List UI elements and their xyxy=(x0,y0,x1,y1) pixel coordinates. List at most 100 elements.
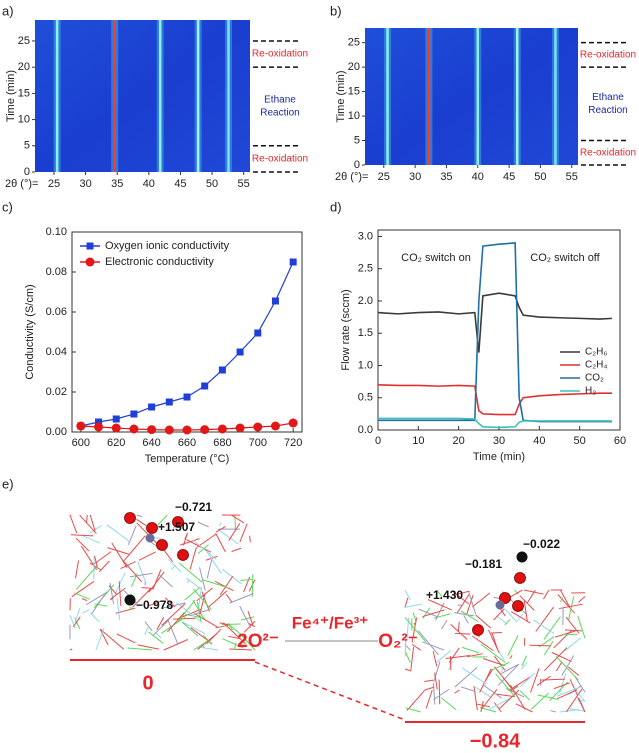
lattice-bond xyxy=(499,652,505,661)
lattice-bond xyxy=(148,571,165,593)
y-tick-label: 15 xyxy=(348,86,360,98)
lattice-bond xyxy=(202,634,213,645)
data-point xyxy=(217,424,227,434)
x-tick-label: 40 xyxy=(143,178,155,190)
lattice-bond xyxy=(427,599,453,611)
lattice-bond xyxy=(578,596,586,603)
lattice-bond xyxy=(494,655,506,671)
lattice-bond xyxy=(529,644,552,647)
x-tick-label: 50 xyxy=(574,435,586,447)
zone-label: Ethane xyxy=(264,95,296,106)
y-tick-label: 5 xyxy=(354,134,360,146)
x-tick-label: 50 xyxy=(206,178,218,190)
lattice-bond xyxy=(222,622,246,645)
lattice-bond xyxy=(230,625,247,640)
data-point xyxy=(182,425,192,435)
lattice-bond xyxy=(565,688,583,713)
x-axis-label: 2θ (°)= xyxy=(335,171,368,183)
lattice-bond xyxy=(564,629,582,632)
lattice-bond xyxy=(193,641,208,651)
lattice-bond xyxy=(108,585,117,595)
lattice-bond xyxy=(228,523,241,541)
lattice-bond xyxy=(500,608,506,617)
lattice-bond xyxy=(129,572,153,578)
lattice-bond xyxy=(482,684,503,699)
lattice-bond xyxy=(454,612,475,617)
data-point xyxy=(94,422,104,432)
oxygen-atom xyxy=(172,516,184,528)
x-tick-label: 20 xyxy=(453,435,465,447)
lattice-bond xyxy=(432,683,436,705)
lattice-bond xyxy=(137,561,147,583)
lattice-bond xyxy=(425,689,433,709)
lattice-bond xyxy=(479,668,492,693)
x-tick-label: 680 xyxy=(213,437,231,449)
x-tick-label: 60 xyxy=(614,435,626,447)
lattice-bond xyxy=(406,689,426,711)
lattice-bond xyxy=(120,561,136,569)
panel-label: c) xyxy=(2,199,13,214)
iron-atom xyxy=(495,600,505,610)
lattice-bond xyxy=(222,568,242,585)
lattice-bond xyxy=(422,607,431,619)
lattice-bond xyxy=(141,587,155,590)
legend-label: Electronic conductivity xyxy=(105,256,214,268)
lattice-bond xyxy=(192,539,217,560)
oxygen-atom xyxy=(124,512,136,524)
zone-label: Re-oxidation xyxy=(580,50,636,61)
lattice-bond xyxy=(219,575,234,596)
x-tick-label: 40 xyxy=(533,435,545,447)
lattice-bond xyxy=(173,617,196,620)
series-line xyxy=(378,242,612,423)
lattice-bond xyxy=(185,613,206,619)
lattice-bond xyxy=(540,678,566,681)
lattice-bond xyxy=(137,644,160,650)
lattice-bond xyxy=(515,703,533,713)
lattice-bond xyxy=(433,688,450,701)
lattice-bond xyxy=(161,603,186,626)
lattice-bond xyxy=(521,661,528,670)
x-tick-label: 40 xyxy=(472,171,484,183)
lattice-bond xyxy=(136,518,147,527)
oxygen-atom xyxy=(156,539,168,551)
lattice-bond xyxy=(240,578,252,582)
lattice-bond xyxy=(73,616,81,628)
oxygen-atom xyxy=(146,522,158,534)
lattice-bond xyxy=(192,600,205,620)
x-tick-label: 620 xyxy=(107,437,125,449)
y-tick-label: 1.0 xyxy=(358,359,373,371)
oxygen-atom xyxy=(499,592,511,604)
lattice-bond xyxy=(497,663,520,686)
lattice-bond xyxy=(247,610,254,627)
lattice-bond xyxy=(110,596,115,601)
lattice-bond xyxy=(94,555,98,568)
carbon-atom xyxy=(124,594,136,606)
oxygen-atom xyxy=(512,600,524,612)
lattice-bond xyxy=(454,632,471,635)
x-axis-label: Temperature (°C) xyxy=(145,453,229,465)
x-tick-label: 700 xyxy=(249,437,267,449)
lattice-bond xyxy=(555,656,579,681)
lattice-bond xyxy=(435,602,445,621)
iron-atom xyxy=(145,533,155,543)
y-axis-label: Time (min) xyxy=(335,70,347,122)
lattice-bond xyxy=(510,685,519,692)
panel-label: b) xyxy=(330,3,342,18)
lattice-bond xyxy=(410,646,415,671)
lattice-bond xyxy=(187,579,191,584)
legend-label: C₂H₄ xyxy=(585,360,607,371)
lattice-bond xyxy=(434,672,438,690)
lattice-bond xyxy=(170,564,177,570)
x-tick-label: 30 xyxy=(493,435,505,447)
data-point xyxy=(218,366,226,374)
lattice-bond xyxy=(118,581,122,607)
y-axis-label: Flow rate (sccm) xyxy=(340,289,352,370)
lattice-bond xyxy=(98,560,110,573)
lattice-bond xyxy=(577,697,586,713)
lattice-bond xyxy=(436,589,443,598)
x-tick-label: 720 xyxy=(284,437,302,449)
lattice-bond xyxy=(577,615,586,639)
data-point xyxy=(271,297,279,305)
annotation: CO₂ switch off xyxy=(530,252,600,264)
